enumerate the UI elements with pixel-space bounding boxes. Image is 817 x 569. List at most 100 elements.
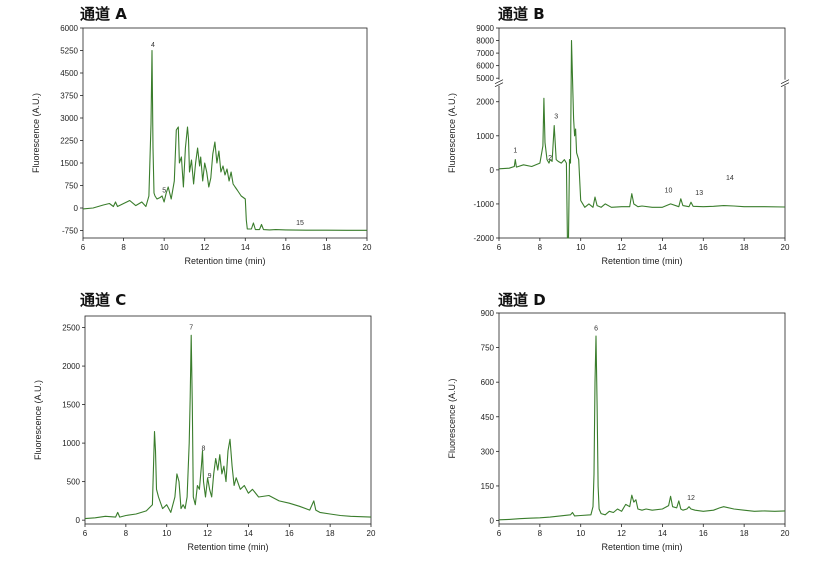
x-tick-label: 12: [617, 529, 626, 538]
x-tick-label: 18: [326, 529, 335, 538]
peak-label: 15: [296, 220, 304, 227]
panel-channel-b: 通道 B 6 8 10 12 14 16 18 20-2000-100001000200050…: [447, 5, 790, 266]
x-tick-label: 12: [617, 243, 626, 252]
y-tick-label: 8000: [476, 37, 494, 46]
peak-label: 5: [162, 188, 166, 195]
peak-label: 13: [695, 190, 703, 197]
x-axis-label: Retention time (min): [187, 542, 268, 552]
x-tick-label: 18: [740, 529, 749, 538]
x-tick-label: 10: [576, 243, 585, 252]
y-axis-label: Fluorescence (A.U.): [447, 93, 457, 173]
x-tick-label: 14: [244, 529, 253, 538]
x-tick-label: 14: [658, 529, 667, 538]
peak-label: 2: [548, 155, 552, 162]
peak-label: 1: [513, 148, 517, 155]
plot-frame: [84, 315, 372, 525]
x-tick-label: 14: [658, 243, 667, 252]
x-tick-label: 16: [285, 529, 294, 538]
x-tick-label: 6: [497, 243, 502, 252]
series-line: [84, 334, 372, 520]
y-tick-label: 0: [490, 517, 495, 526]
x-tick-label: 8: [538, 243, 543, 252]
x-tick-label: 6: [83, 529, 88, 538]
panel-title: 通道 D: [498, 291, 546, 309]
peak-label: 4: [151, 42, 155, 49]
y-tick-label: 1500: [62, 401, 80, 410]
y-tick-label: 6000: [60, 24, 78, 33]
x-tick-label: 6: [81, 243, 86, 252]
y-tick-label: 2000: [476, 98, 494, 107]
y-tick-label: 6000: [476, 62, 494, 71]
x-tick-label: 20: [781, 529, 790, 538]
series-line: [498, 39, 786, 239]
x-tick-label: 18: [740, 243, 749, 252]
peak-label: 3: [554, 113, 558, 120]
panel-channel-c: 通道 C 6 8 10 12 14 16 18 20 0 500 1000 1500 2000 2500 R…: [33, 291, 376, 552]
y-tick-label: 2000: [62, 362, 80, 371]
peak-label: 7: [189, 324, 193, 331]
x-tick-label: 20: [367, 529, 376, 538]
panel-channel-a: 通道 A 6 8 10 12 14 16 18 20 -750 0 750 1500 2250 3000 3…: [31, 5, 372, 266]
x-tick-label: 14: [241, 243, 250, 252]
panel-channel-d: 通道 D 6 8 10 12 14 16 18 20 0 150 300 450 600 750 900 Re…: [447, 291, 790, 552]
x-axis-label: Retention time (min): [601, 256, 682, 266]
x-tick-label: 20: [781, 243, 790, 252]
x-axis-label: Retention time (min): [601, 542, 682, 552]
y-tick-label: 750: [65, 182, 79, 191]
y-tick-label: 0: [490, 166, 495, 175]
x-tick-label: 10: [160, 243, 169, 252]
plot-frame: [498, 27, 786, 239]
x-tick-label: 16: [699, 529, 708, 538]
x-tick-label: 8: [538, 529, 543, 538]
y-tick-label: 0: [76, 516, 81, 525]
x-tick-label: 12: [203, 529, 212, 538]
y-tick-label: 4500: [60, 69, 78, 78]
y-tick-label: 600: [481, 378, 495, 387]
peak-label: 12: [687, 495, 695, 502]
y-tick-label: 0: [74, 204, 79, 213]
y-tick-label: 150: [481, 482, 495, 491]
y-tick-label: 750: [481, 344, 495, 353]
y-tick-label: 450: [481, 413, 495, 422]
peak-label: 8: [202, 445, 206, 452]
axis-break-mark-left: [494, 79, 504, 88]
y-tick-label: 7000: [476, 49, 494, 58]
panel-title: 通道 A: [80, 5, 127, 23]
x-tick-label: 12: [200, 243, 209, 252]
x-tick-label: 8: [121, 243, 126, 252]
y-tick-label: 5000: [476, 74, 494, 83]
y-tick-label: 1000: [62, 439, 80, 448]
panel-title: 通道 B: [498, 5, 545, 23]
y-tick-label: -1000: [474, 200, 495, 209]
y-tick-label: -2000: [474, 234, 495, 243]
y-tick-label: 3750: [60, 92, 78, 101]
y-axis-label: Fluorescence (A.U.): [31, 93, 41, 173]
x-tick-label: 10: [576, 529, 585, 538]
axis-break-mark-right: [780, 79, 790, 88]
peak-label: 6: [594, 326, 598, 333]
x-tick-label: 16: [699, 243, 708, 252]
series-line: [498, 335, 786, 521]
y-tick-label: 900: [481, 309, 495, 318]
peak-label: 9: [208, 473, 212, 480]
axis-break-gap-right: [781, 79, 789, 86]
y-tick-label: 1500: [60, 159, 78, 168]
y-tick-label: 9000: [476, 24, 494, 33]
y-tick-label: 2500: [62, 324, 80, 333]
y-tick-label: 300: [481, 447, 495, 456]
y-tick-label: 5250: [60, 47, 78, 56]
series-line: [82, 49, 367, 231]
panel-title: 通道 C: [80, 291, 126, 309]
y-tick-label: 2250: [60, 137, 78, 146]
x-tick-label: 6: [497, 529, 502, 538]
y-tick-label: 1000: [476, 132, 494, 141]
x-tick-label: 10: [162, 529, 171, 538]
peak-label: 10: [665, 188, 673, 195]
plot-frame: [82, 27, 368, 239]
axis-break-gap-left: [495, 79, 503, 86]
y-axis-label: Fluorescence (A.U.): [447, 378, 457, 458]
y-tick-label: -750: [62, 227, 79, 236]
plot-frame: [498, 312, 786, 525]
x-tick-label: 16: [281, 243, 290, 252]
